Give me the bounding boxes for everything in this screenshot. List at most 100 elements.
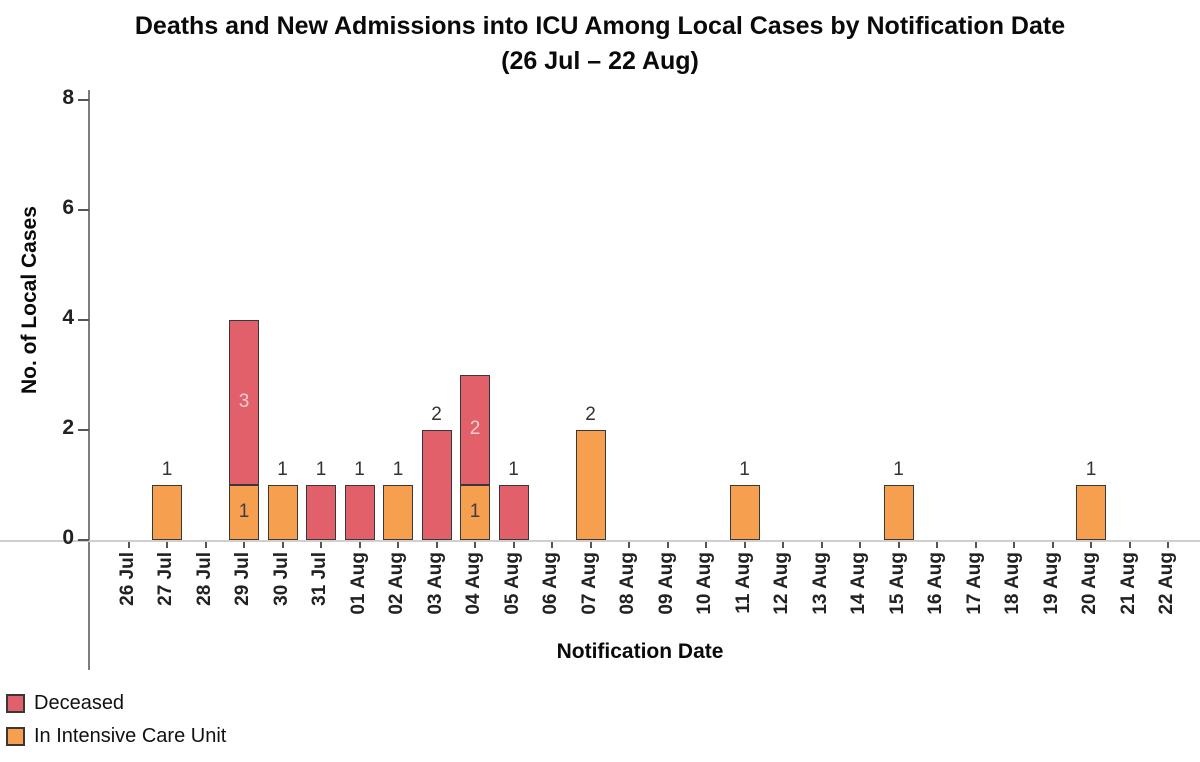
x-tick-mark: [435, 542, 438, 548]
bar-segment-in-intensive-care-unit: [383, 485, 413, 540]
x-tick-label: 08 Aug: [617, 552, 638, 615]
bar-segment-in-intensive-care-unit: [729, 485, 760, 540]
segment-value-label: 1: [469, 500, 481, 522]
x-tick-label: 21 Aug: [1117, 552, 1139, 615]
x-tick-label: 30 Jul: [270, 552, 292, 606]
x-axis-title: Notification Date: [556, 640, 724, 663]
x-tick-mark: [1128, 542, 1131, 548]
x-tick-mark: [1167, 542, 1169, 548]
bar-value-label: 1: [893, 459, 904, 480]
bar-value-label: 1: [277, 459, 288, 480]
bar-segment-deceased: [421, 430, 452, 540]
x-tick-label: 15 Aug: [886, 552, 908, 615]
x-tick-mark: [551, 542, 553, 548]
bar-segment-in-intensive-care-unit: [883, 485, 914, 540]
bar-value-label: 1: [354, 459, 365, 480]
bar-segment-in-intensive-care-unit: [229, 485, 259, 540]
bar-segment-in-intensive-care-unit: [460, 485, 490, 540]
x-tick-mark: [666, 542, 669, 548]
y-tick-mark: [78, 99, 89, 101]
y-tick-label: 0: [62, 526, 74, 549]
x-axis-zero-line: [0, 540, 1200, 542]
x-tick-label: 27 Jul: [155, 552, 176, 606]
bar-segment-deceased: [460, 375, 490, 485]
chart-title: Deaths and New Admissions into ICU Among…: [134, 12, 1066, 40]
x-tick-mark: [974, 542, 977, 548]
legend-item-deceased: Deceased: [6, 692, 226, 715]
x-tick-label: 02 Aug: [386, 552, 407, 615]
y-tick-mark: [78, 319, 89, 321]
bar-value-label: 1: [1085, 459, 1097, 480]
segment-value-label: 2: [469, 418, 481, 439]
bar-segment-deceased: [498, 485, 529, 540]
bar-value-label: 2: [431, 404, 442, 425]
bar-value-label: 1: [739, 459, 750, 480]
segment-value-label: 1: [238, 500, 250, 522]
bar-value-label: 1: [161, 459, 173, 480]
x-tick-mark: [1051, 542, 1054, 548]
legend: Deceased In Intensive Care Unit: [6, 692, 226, 758]
x-tick-mark: [204, 542, 207, 548]
bar-segment-deceased: [344, 485, 375, 540]
bar-value-label: 1: [315, 459, 327, 480]
x-tick-mark: [705, 542, 707, 548]
bar-value-label: 1: [392, 459, 404, 480]
x-tick-label: 14 Aug: [848, 552, 869, 615]
x-tick-mark: [820, 542, 823, 548]
y-axis-line: [88, 90, 90, 670]
bar-segment-in-intensive-care-unit: [1076, 485, 1106, 540]
y-tick-mark: [78, 429, 89, 431]
y-axis-title: No. of Local Cases: [18, 206, 41, 394]
y-tick-label: 4: [62, 306, 74, 329]
legend-swatch-in-intensive-care-unit: [6, 727, 25, 746]
x-tick-label: 20 Aug: [1079, 552, 1100, 615]
x-tick-label: 04 Aug: [463, 552, 484, 615]
x-tick-label: 12 Aug: [771, 552, 792, 615]
x-tick-mark: [358, 542, 361, 548]
x-tick-label: 07 Aug: [578, 552, 600, 615]
x-tick-label: 09 Aug: [655, 552, 677, 615]
x-tick-mark: [859, 542, 861, 548]
x-tick-mark: [589, 542, 592, 548]
legend-item-in-intensive-care-unit: In Intensive Care Unit: [6, 725, 226, 748]
x-tick-mark: [281, 542, 284, 548]
y-tick-mark: [78, 209, 89, 211]
bar-value-label: 2: [585, 404, 596, 425]
x-tick-mark: [1090, 542, 1092, 548]
bar-segment-deceased: [229, 320, 259, 485]
x-tick-label: 05 Aug: [501, 552, 523, 615]
bar-segment-deceased: [306, 485, 336, 540]
x-tick-mark: [474, 542, 476, 548]
x-tick-label: 22 Aug: [1156, 552, 1177, 615]
x-tick-label: 19 Aug: [1040, 552, 1062, 615]
x-tick-label: 03 Aug: [424, 552, 446, 615]
x-tick-label: 26 Jul: [116, 552, 138, 606]
x-tick-label: 28 Jul: [193, 552, 215, 606]
x-tick-label: 18 Aug: [1002, 552, 1023, 615]
x-tick-label: 31 Jul: [309, 552, 330, 606]
legend-label-in-intensive-care-unit: In Intensive Care Unit: [34, 725, 227, 747]
x-tick-mark: [936, 542, 938, 548]
x-tick-mark: [166, 542, 168, 548]
x-tick-mark: [243, 542, 245, 548]
x-tick-mark: [320, 542, 322, 548]
segment-value-label: 3: [238, 390, 250, 412]
x-tick-label: 11 Aug: [732, 552, 754, 614]
x-tick-mark: [782, 542, 784, 548]
x-tick-label: 10 Aug: [694, 552, 715, 615]
x-tick-mark: [397, 542, 399, 548]
bar-segment-in-intensive-care-unit: [152, 485, 182, 540]
x-tick-mark: [628, 542, 630, 548]
x-tick-label: 17 Aug: [963, 552, 985, 615]
y-tick-label: 2: [62, 416, 74, 439]
x-tick-label: 06 Aug: [540, 552, 561, 615]
bar-value-label: 1: [508, 459, 519, 480]
x-tick-mark: [1013, 542, 1015, 548]
bar-segment-in-intensive-care-unit: [267, 485, 298, 540]
y-tick-mark: [78, 539, 89, 541]
legend-label-deceased: Deceased: [34, 692, 125, 714]
bar-segment-in-intensive-care-unit: [575, 430, 606, 540]
x-tick-mark: [897, 542, 900, 548]
legend-swatch-deceased: [6, 694, 25, 713]
